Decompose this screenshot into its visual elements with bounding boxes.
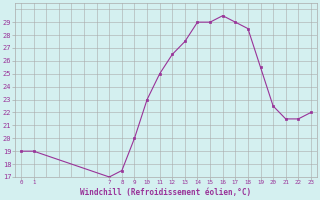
X-axis label: Windchill (Refroidissement éolien,°C): Windchill (Refroidissement éolien,°C) bbox=[80, 188, 252, 197]
